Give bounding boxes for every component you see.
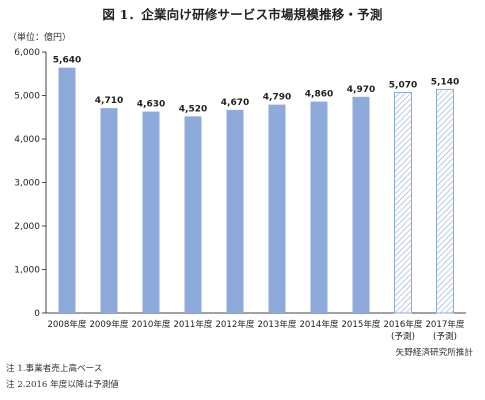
x-tick-label: 2016年度 (383, 318, 422, 330)
x-tick-label: (予測) (391, 330, 415, 342)
bar (226, 109, 244, 313)
data-label: 4,790 (263, 93, 291, 103)
x-tick-label: 2008年度 (47, 318, 86, 330)
note-2: 注 2.2016 年度以降は予測値 (6, 380, 119, 390)
bar (310, 101, 328, 313)
unit-label: （単位：億円） (8, 33, 72, 43)
y-tick-label: 6,000 (14, 48, 40, 58)
y-tick-label: 0 (34, 309, 40, 319)
bar (184, 116, 202, 313)
data-label: 4,860 (305, 90, 333, 100)
data-label: 4,630 (137, 100, 165, 110)
x-tick-label: 2009年度 (89, 318, 128, 330)
x-tick-label: 2014年度 (299, 318, 338, 330)
x-tick-label: 2011年度 (173, 318, 212, 330)
data-label: 5,640 (53, 56, 81, 66)
chart-title: 図 1．企業向け研修サービス市場規模推移・予測 (102, 7, 383, 22)
x-tick-label: 2013年度 (257, 318, 296, 330)
bar (142, 111, 160, 313)
data-label: 4,520 (179, 104, 207, 114)
bar (352, 96, 370, 314)
x-tick-label: 2017年度 (425, 318, 464, 330)
data-label: 4,710 (95, 96, 123, 106)
y-tick-label: 2,000 (14, 222, 40, 232)
data-label: 4,670 (221, 98, 249, 108)
y-tick-label: 4,000 (14, 135, 40, 145)
x-tick-label: 2010年度 (131, 318, 170, 330)
y-tick-label: 3,000 (14, 179, 40, 189)
x-tick-label: (予測) (433, 330, 457, 342)
note-1: 注 1.事業者売上高ベース (6, 364, 103, 374)
bar (100, 108, 118, 314)
bar (58, 67, 76, 313)
data-label: 5,070 (389, 80, 417, 90)
y-tick-label: 1,000 (14, 266, 40, 276)
source-credit: 矢野経済研究所推計 (395, 348, 473, 358)
data-label: 5,140 (431, 77, 459, 87)
x-tick-label: 2015年度 (341, 318, 380, 330)
data-label: 4,970 (347, 85, 375, 95)
x-tick-label: 2012年度 (215, 318, 254, 330)
y-tick-label: 5,000 (14, 92, 40, 102)
forecast-bar (436, 88, 454, 314)
bar (268, 104, 286, 313)
forecast-bar (394, 91, 412, 314)
